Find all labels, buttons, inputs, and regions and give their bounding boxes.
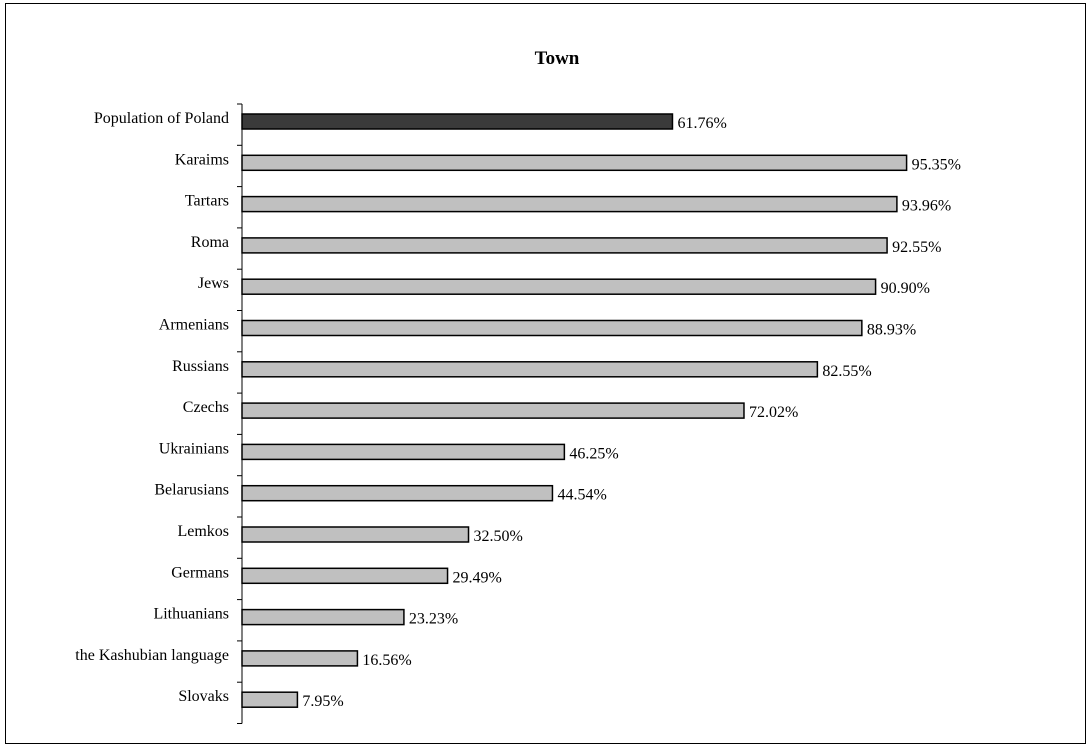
bar-5 [241, 319, 863, 337]
bar-10 [241, 526, 470, 543]
value-label: 93.96% [902, 198, 951, 215]
bar-14 [241, 691, 299, 708]
chart-title: Town [535, 48, 580, 69]
chart-frame: Town Population of Poland 61.76% Karaims 95… [5, 3, 1086, 744]
category-label: Ukrainians [159, 440, 229, 457]
category-label: Jews [198, 275, 229, 292]
bars [241, 113, 908, 708]
bar-6 [241, 361, 819, 378]
value-label: 90.90% [881, 280, 930, 297]
category-label: Russians [172, 358, 229, 375]
value-label: 92.55% [892, 239, 941, 256]
bar-7 [241, 402, 745, 419]
bar-chart: Town Population of Poland 61.76% Karaims 95… [75, 48, 961, 724]
bar-13 [241, 650, 359, 667]
value-label: 44.54% [557, 487, 606, 504]
bar-12 [241, 608, 405, 626]
category-label: Population of Poland [94, 110, 229, 127]
category-label: Lithuanians [153, 606, 229, 623]
value-label: 46.25% [569, 445, 618, 462]
value-label: 95.35% [912, 156, 961, 173]
bar-2 [241, 195, 898, 213]
category-label: Lemkos [177, 523, 229, 540]
bar-8 [241, 443, 566, 461]
category-label: Tartars [185, 193, 229, 210]
value-label: 32.50% [474, 528, 523, 545]
bar-4 [241, 278, 877, 295]
value-label: 16.56% [362, 652, 411, 669]
bar-11 [241, 567, 449, 585]
category-label: Slovaks [178, 688, 229, 705]
category-label: Armenians [159, 317, 229, 334]
value-label: 61.76% [677, 115, 726, 132]
category-label: Belarusians [154, 482, 229, 499]
value-label: 23.23% [409, 611, 458, 628]
bar-0 [241, 113, 674, 130]
category-label: Czechs [183, 399, 229, 416]
bar-1 [241, 154, 908, 172]
value-label: 88.93% [867, 322, 916, 339]
category-label: the Kashubian language [75, 647, 229, 664]
value-label: 82.55% [822, 363, 871, 380]
value-label: 7.95% [302, 693, 343, 710]
category-label: Roma [191, 234, 229, 251]
category-label: Karaims [175, 151, 229, 168]
category-label: Germans [171, 564, 229, 581]
bar-9 [241, 484, 554, 502]
value-label: 29.49% [453, 569, 502, 586]
labels: Population of Poland 61.76% Karaims 95.35% T… [75, 110, 961, 710]
value-label: 72.02% [749, 404, 798, 421]
bar-3 [241, 237, 888, 254]
